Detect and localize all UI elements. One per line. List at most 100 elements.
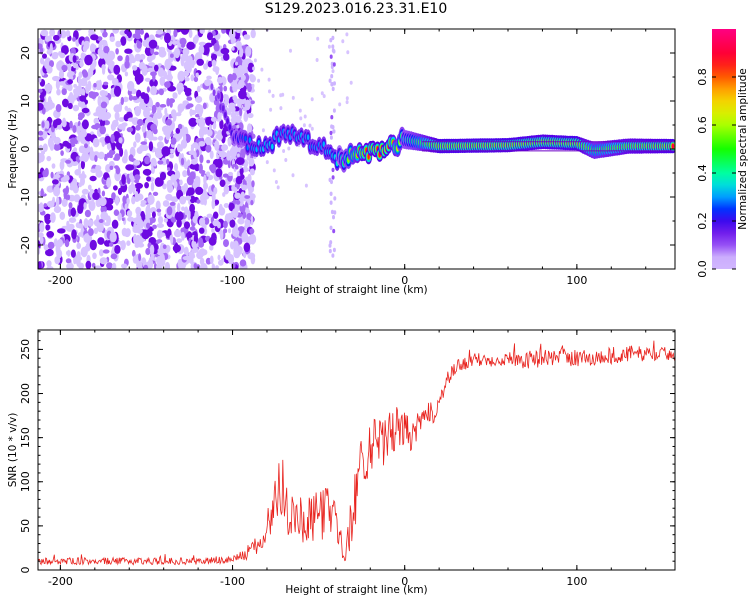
- noise-speck: [81, 170, 85, 179]
- noise-speck: [38, 247, 41, 255]
- noise-speck: [249, 168, 255, 176]
- noise-speck: [110, 133, 115, 144]
- noise-speck: [85, 84, 90, 94]
- noise-speck: [177, 202, 181, 213]
- noise-speck: [171, 40, 178, 45]
- noise-speck: [65, 159, 72, 164]
- noise-speck: [53, 205, 62, 214]
- noise-speck: [315, 58, 319, 62]
- noise-speck: [226, 212, 234, 221]
- noise-speck: [193, 76, 199, 83]
- noise-speck: [219, 119, 224, 130]
- noise-speck: [196, 58, 204, 66]
- noise-speck: [158, 46, 166, 53]
- noise-speck: [331, 44, 335, 49]
- noise-speck: [46, 260, 52, 268]
- colorbar-tick-label: 0.2: [696, 212, 709, 230]
- y-axis-label: SNR (10 * v/v): [7, 413, 19, 488]
- noise-speck: [174, 163, 178, 172]
- noise-speck: [46, 101, 51, 107]
- noise-speck: [55, 104, 62, 113]
- noise-speck: [298, 108, 302, 113]
- noise-speck: [332, 62, 336, 67]
- noise-speck: [189, 108, 193, 117]
- noise-speck: [216, 129, 224, 141]
- ridge-segment: [322, 141, 325, 148]
- noise-speck: [332, 49, 336, 54]
- spectrogram-plot-area: [38, 29, 675, 269]
- noise-speck: [152, 72, 156, 82]
- noise-speck: [103, 153, 108, 161]
- noise-speck: [57, 239, 63, 248]
- noise-speck: [155, 29, 164, 35]
- noise-speck: [137, 265, 143, 269]
- noise-speck: [134, 182, 143, 189]
- noise-speck: [173, 47, 181, 59]
- noise-speck: [114, 195, 120, 206]
- noise-speck: [103, 120, 111, 126]
- noise-speck: [66, 194, 71, 201]
- noise-speck: [91, 124, 98, 130]
- noise-speck: [203, 174, 207, 186]
- noise-speck: [73, 83, 77, 88]
- noise-speck: [92, 192, 100, 200]
- noise-speck: [176, 112, 182, 117]
- noise-speck: [147, 116, 153, 123]
- noise-speck: [124, 60, 130, 69]
- noise-speck: [284, 158, 288, 162]
- noise-speck: [140, 200, 147, 205]
- y-tick-label: 200: [19, 383, 32, 404]
- noise-speck: [137, 243, 145, 248]
- noise-speck: [99, 257, 108, 265]
- noise-speck: [93, 117, 100, 125]
- noise-speck: [330, 124, 334, 129]
- noise-speck: [189, 203, 196, 213]
- noise-speck: [199, 29, 205, 34]
- noise-speck: [209, 244, 214, 251]
- noise-speck: [151, 106, 155, 115]
- noise-speck: [145, 211, 149, 222]
- noise-speck: [68, 223, 75, 230]
- noise-speck: [162, 244, 167, 249]
- noise-speck: [216, 221, 221, 229]
- noise-speck: [89, 239, 97, 251]
- noise-speck: [44, 83, 53, 93]
- noise-speck: [103, 96, 107, 102]
- noise-speck: [41, 121, 45, 128]
- noise-speck: [149, 244, 155, 255]
- noise-speck: [98, 151, 105, 160]
- noise-speck: [196, 85, 201, 93]
- noise-speck: [219, 151, 227, 159]
- noise-speck: [253, 58, 257, 63]
- y-tick-label: 10: [19, 94, 32, 108]
- noise-speck: [145, 230, 153, 237]
- noise-speck: [245, 46, 252, 57]
- noise-speck: [65, 30, 71, 38]
- noise-speck: [157, 135, 164, 141]
- noise-speck: [146, 130, 153, 140]
- noise-speck: [124, 48, 133, 54]
- noise-speck: [128, 94, 133, 101]
- noise-speck: [291, 95, 295, 100]
- noise-speck: [163, 70, 168, 80]
- noise-speck: [150, 181, 155, 192]
- noise-speck: [164, 107, 168, 116]
- noise-speck: [211, 59, 217, 67]
- noise-speck: [175, 127, 181, 134]
- noise-speck: [140, 99, 145, 108]
- noise-speck: [95, 169, 103, 178]
- noise-speck: [221, 144, 229, 151]
- noise-speck: [44, 214, 52, 220]
- noise-speck: [119, 30, 126, 36]
- noise-speck: [213, 211, 219, 219]
- noise-speck: [113, 85, 122, 97]
- noise-speck: [235, 245, 243, 255]
- noise-speck: [79, 78, 88, 87]
- noise-speck: [147, 67, 155, 73]
- noise-speck: [209, 150, 214, 159]
- noise-speck: [155, 111, 163, 120]
- noise-speck: [61, 198, 68, 207]
- noise-speck: [196, 199, 201, 204]
- x-tick-label: -200: [48, 274, 73, 287]
